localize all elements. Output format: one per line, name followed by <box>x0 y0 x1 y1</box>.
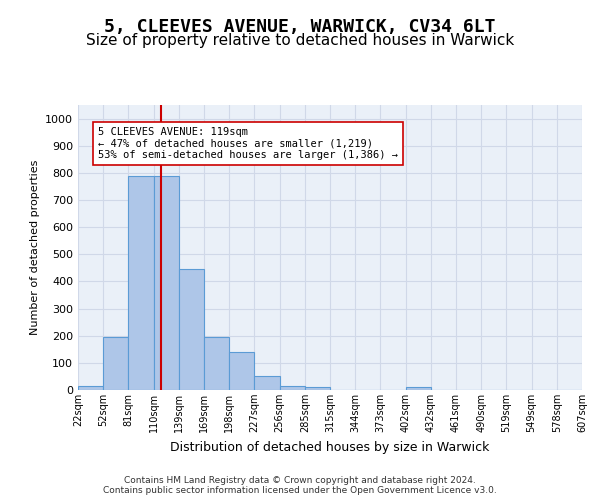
Bar <box>254 376 280 390</box>
Bar <box>406 388 431 390</box>
Text: 5, CLEEVES AVENUE, WARWICK, CV34 6LT: 5, CLEEVES AVENUE, WARWICK, CV34 6LT <box>104 18 496 36</box>
Bar <box>280 386 305 390</box>
Bar <box>229 352 254 390</box>
Bar <box>78 386 103 390</box>
Bar <box>305 388 330 390</box>
Y-axis label: Number of detached properties: Number of detached properties <box>29 160 40 335</box>
Text: 5 CLEEVES AVENUE: 119sqm
← 47% of detached houses are smaller (1,219)
53% of sem: 5 CLEEVES AVENUE: 119sqm ← 47% of detach… <box>98 126 398 160</box>
Text: Size of property relative to detached houses in Warwick: Size of property relative to detached ho… <box>86 32 514 48</box>
Bar <box>103 337 128 390</box>
Bar <box>128 176 154 390</box>
Bar <box>204 337 229 390</box>
Bar <box>179 269 204 390</box>
X-axis label: Distribution of detached houses by size in Warwick: Distribution of detached houses by size … <box>170 440 490 454</box>
Bar <box>154 176 179 390</box>
Text: Contains HM Land Registry data © Crown copyright and database right 2024.
Contai: Contains HM Land Registry data © Crown c… <box>103 476 497 495</box>
